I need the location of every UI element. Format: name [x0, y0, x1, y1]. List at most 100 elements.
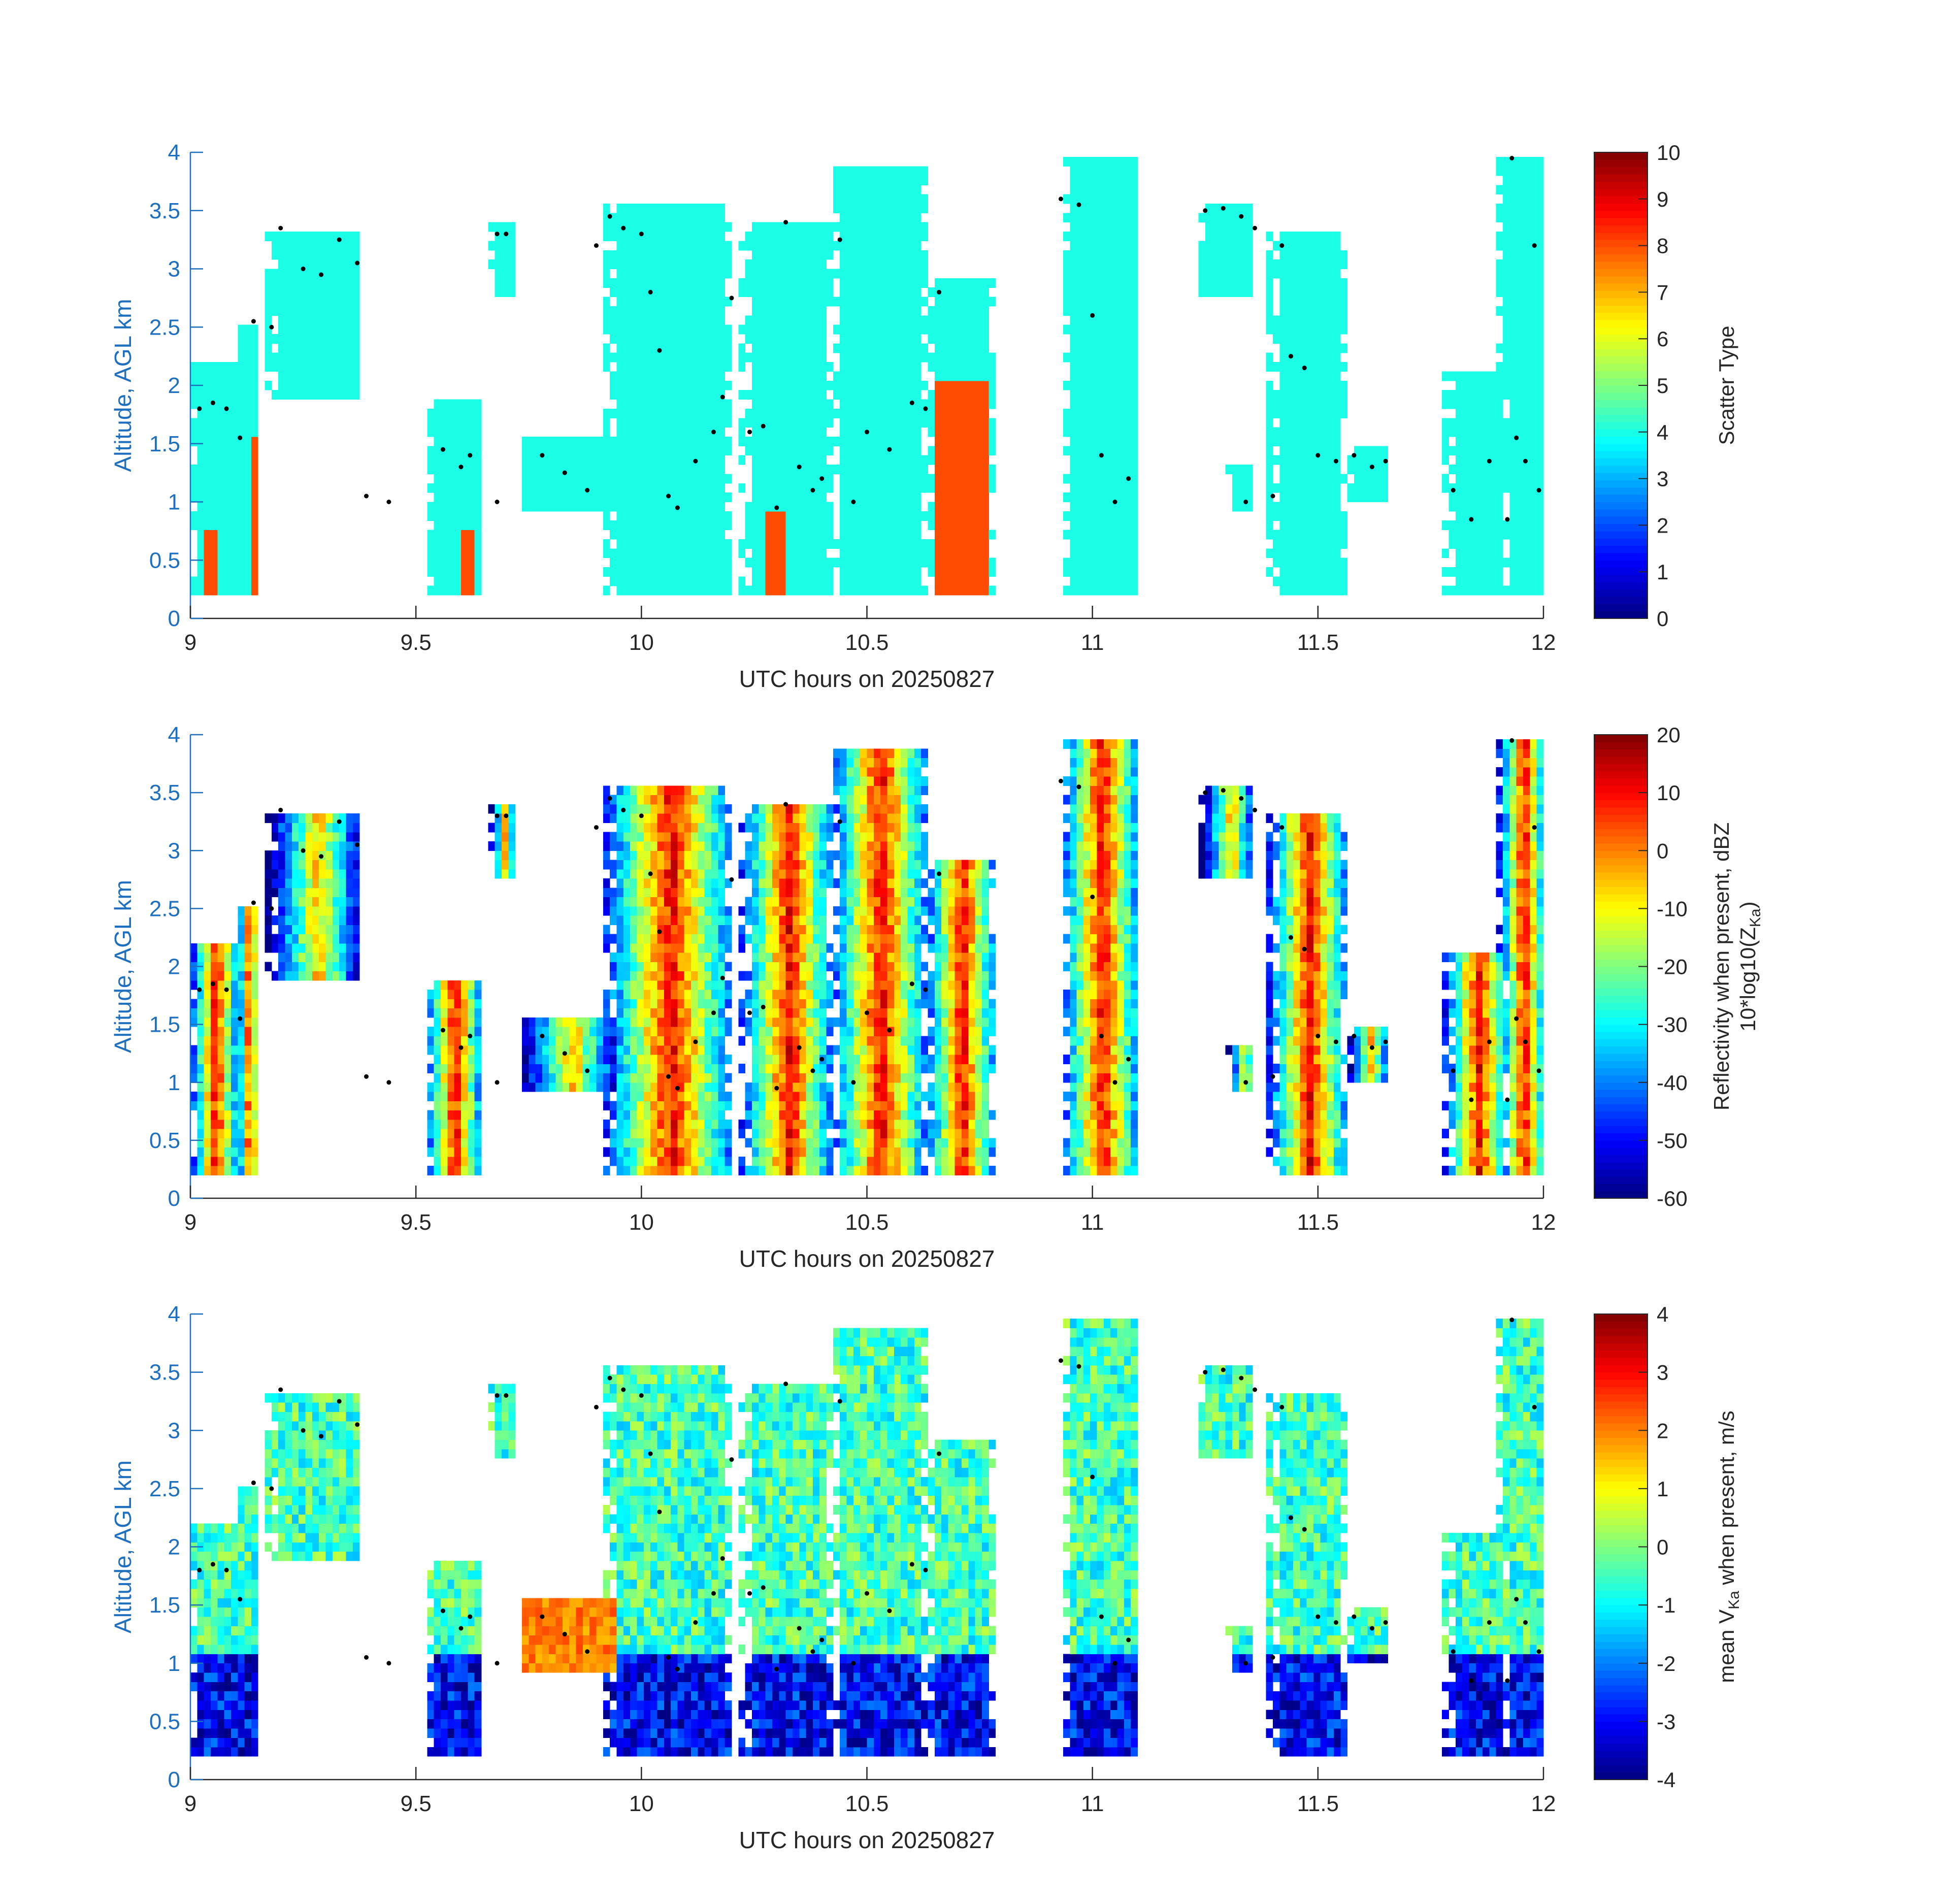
heatmap-cell: [1496, 539, 1503, 549]
heatmap-cell: [1097, 585, 1104, 596]
heatmap-cell: [1103, 585, 1111, 596]
heatmap-cell: [251, 915, 258, 925]
heatmap-cell: [698, 576, 705, 586]
heatmap-cell: [1496, 204, 1503, 213]
heatmap-cell: [352, 269, 360, 279]
heatmap-cell: [204, 990, 211, 999]
heatmap-cell: [1536, 493, 1544, 502]
heatmap-cell: [596, 437, 604, 446]
heatmap-cell: [1083, 352, 1091, 363]
heatmap-cell: [1327, 557, 1334, 568]
heatmap-cell: [833, 539, 840, 549]
heatmap-cell: [1070, 343, 1077, 353]
heatmap-cell: [846, 175, 854, 185]
heatmap-cell: [840, 194, 847, 204]
heatmap-cell: [1076, 548, 1084, 559]
heatmap-cell: [1076, 418, 1084, 428]
heatmap-cell: [880, 213, 887, 223]
heatmap-cell: [664, 418, 671, 428]
heatmap-cell: [928, 390, 935, 400]
heatmap-cell: [1076, 157, 1084, 167]
heatmap-cell: [630, 576, 637, 586]
heatmap-cell: [880, 380, 887, 390]
heatmap-cell: [853, 297, 861, 307]
heatmap-cell: [725, 362, 732, 372]
heatmap-cell: [860, 297, 867, 307]
heatmap-cell: [1063, 269, 1070, 279]
heatmap-cell: [901, 557, 908, 568]
heatmap-cell: [495, 259, 502, 269]
heatmap-cell: [752, 315, 759, 325]
heatmap-cell: [238, 446, 245, 456]
heatmap-cell: [231, 390, 238, 400]
cloud-top-marker: [761, 423, 766, 429]
heatmap-cell: [1110, 352, 1117, 363]
heatmap-cell: [759, 241, 766, 251]
heatmap-cell: [217, 1017, 225, 1027]
heatmap-cell: [1279, 474, 1287, 484]
heatmap-cell: [718, 437, 726, 446]
heatmap-cell: [1333, 437, 1341, 446]
heatmap-cell: [954, 465, 962, 474]
heatmap-cell: [623, 278, 631, 288]
heatmap-cell: [1279, 390, 1287, 400]
heatmap-cell: [1083, 418, 1091, 428]
heatmap-cell: [1475, 511, 1483, 521]
heatmap-cell: [238, 1036, 245, 1046]
heatmap-cell: [1279, 455, 1287, 465]
heatmap-cell: [792, 343, 800, 353]
heatmap-cell: [846, 390, 854, 400]
heatmap-cell: [1097, 390, 1104, 400]
heatmap-cell: [474, 567, 482, 577]
heatmap-cell: [1293, 390, 1300, 400]
heatmap-cell: [251, 585, 258, 596]
heatmap-cell: [1076, 576, 1084, 586]
heatmap-cell: [1110, 455, 1117, 465]
heatmap-cell: [1516, 585, 1524, 596]
heatmap-cell: [806, 502, 813, 512]
heatmap-cell: [1131, 287, 1138, 298]
heatmap-cell: [231, 1055, 238, 1064]
heatmap-cell: [657, 446, 665, 456]
heatmap-cell: [352, 390, 360, 400]
heatmap-cell: [231, 371, 238, 381]
heatmap-cell: [285, 306, 292, 316]
heatmap-cell: [962, 465, 969, 474]
heatmap-cell: [1063, 297, 1070, 307]
heatmap-cell: [1462, 530, 1469, 540]
heatmap-cell: [853, 371, 861, 381]
y-tick-label: 1: [168, 490, 180, 515]
heatmap-cell: [441, 502, 448, 512]
heatmap-cell: [1117, 493, 1125, 502]
heatmap-cell: [1536, 585, 1544, 596]
heatmap-cell: [1523, 213, 1530, 223]
heatmap-cell: [1117, 250, 1125, 260]
heatmap-cell: [549, 474, 556, 484]
heatmap-cell: [1083, 474, 1091, 484]
heatmap-cell: [785, 585, 793, 596]
cloud-top-marker: [648, 289, 653, 294]
heatmap-cell: [934, 380, 942, 390]
heatmap-cell: [907, 362, 915, 372]
heatmap-cell: [204, 465, 211, 474]
heatmap-cell: [1340, 530, 1348, 540]
heatmap-cell: [921, 352, 928, 363]
heatmap-cell: [1536, 175, 1544, 185]
heatmap-cell: [671, 269, 678, 279]
heatmap-cell: [589, 446, 597, 456]
heatmap-cell: [1097, 315, 1104, 325]
heatmap-cell: [468, 455, 475, 465]
heatmap-cell: [948, 585, 956, 596]
heatmap-cell: [982, 418, 989, 428]
heatmap-cell: [244, 585, 252, 596]
heatmap-cell: [1063, 278, 1070, 288]
heatmap-cell: [312, 334, 319, 344]
heatmap-cell: [197, 576, 205, 586]
heatmap-cell: [1117, 557, 1125, 568]
heatmap-cell: [1469, 539, 1476, 549]
heatmap-cell: [285, 953, 292, 962]
heatmap-cell: [447, 511, 455, 521]
heatmap-cell: [211, 557, 218, 568]
heatmap-cell: [1097, 204, 1104, 213]
heatmap-cell: [880, 166, 887, 176]
